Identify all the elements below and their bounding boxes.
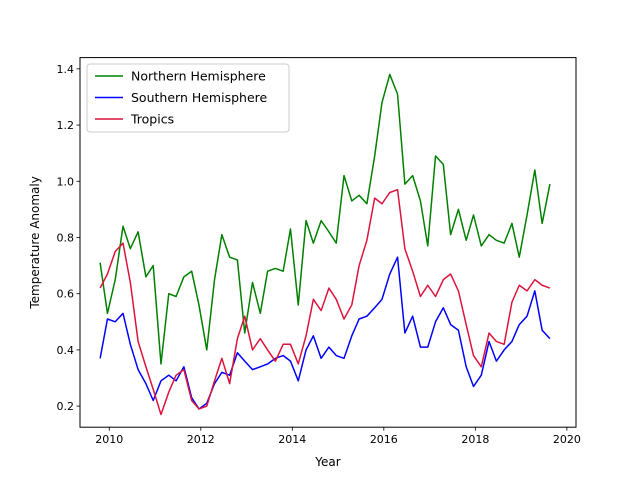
y-axis: 0.2 0.4 0.6 0.8 1.0 1.2 1.4: [57, 63, 80, 413]
y-tick-label: 1.4: [57, 63, 75, 76]
legend-box: [86, 63, 290, 133]
y-tick-label: 0.2: [57, 400, 75, 413]
y-tick-label: 0.4: [57, 344, 75, 357]
series-line-0: [99, 73, 551, 365]
y-tick-label: 1.0: [57, 175, 75, 188]
x-tick-label: 2018: [461, 433, 489, 446]
series-line-2: [99, 188, 551, 416]
x-tick-label: 2010: [95, 433, 123, 446]
y-tick-label: 0.8: [57, 231, 75, 244]
x-tick-label: 2012: [187, 433, 215, 446]
x-tick-label: 2016: [370, 433, 398, 446]
x-tick-label: 2014: [278, 433, 306, 446]
legend-label-0: Northern Hemisphere: [131, 69, 266, 84]
x-axis-label: Year: [314, 455, 340, 469]
y-tick-label: 1.2: [57, 119, 75, 132]
x-tick-label: 2020: [553, 433, 581, 446]
y-axis-label: Temperature Anomaly: [28, 176, 42, 309]
series-layer: [99, 73, 551, 416]
legend: Northern Hemisphere Southern Hemisphere Tr…: [86, 63, 290, 133]
plot-frame: [79, 57, 577, 428]
legend-label-2: Tropics: [130, 112, 174, 127]
legend-label-1: Southern Hemisphere: [131, 90, 267, 105]
y-tick-label: 0.6: [57, 288, 75, 301]
x-axis: 2010 2012 2014 2016 2018 2020: [95, 427, 581, 446]
